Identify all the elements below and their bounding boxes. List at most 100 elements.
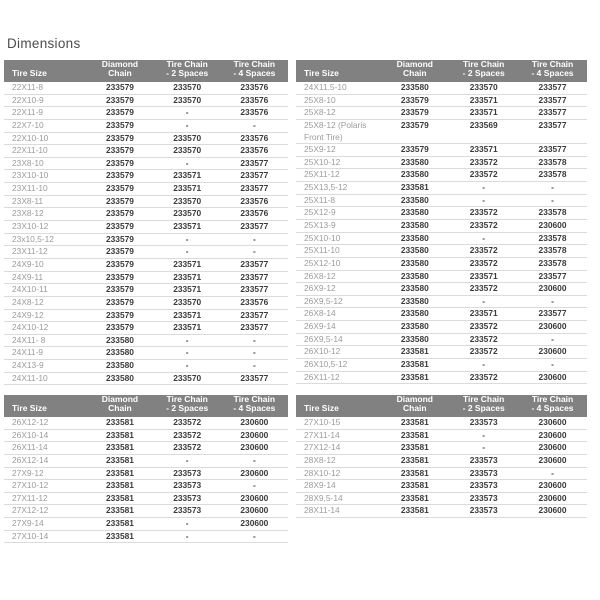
tire-size-cell: 22X7-10 <box>12 119 44 130</box>
part-number-cell: 233581 <box>105 492 134 503</box>
part-number-cell: - <box>185 518 189 529</box>
part-number-cell: 233572 <box>469 321 498 332</box>
part-number-cell: 233577 <box>240 183 269 194</box>
table-row: 25X12-9 233580 233572 233578 <box>296 207 587 220</box>
tire-size-cell: 25X12-9 <box>304 207 336 218</box>
table-row: 25X11-8 233580 - - <box>296 195 587 208</box>
part-number-cell: 233580 <box>400 156 429 167</box>
part-number-cell: 233579 <box>105 145 134 156</box>
part-number-cell: 233578 <box>538 207 567 218</box>
table-row: 24X9-12 233579 233571 233577 <box>4 310 288 323</box>
tire-size-cell: 25X13-9 <box>304 219 336 230</box>
table-row: 25X8-10 233579 233571 233577 <box>296 95 587 108</box>
part-number-cell: - <box>185 107 189 118</box>
part-number-cell: 233579 <box>105 271 134 282</box>
tire-size-cell: 28X10-12 <box>304 467 341 478</box>
part-number-cell: - <box>551 182 554 193</box>
part-number-cell: 233577 <box>240 372 269 383</box>
table-row: 25X9-12 233579 233571 233577 <box>296 144 587 157</box>
table-row: 23X10-12 233579 233571 233577 <box>4 221 288 234</box>
tire-size-cell: 25X10-12 <box>304 156 341 167</box>
tire-size-cell: 24X8-12 <box>12 296 44 307</box>
table-header-row: Tire Size Diamond Chain Tire Chain - 2 Spa… <box>4 58 288 82</box>
part-number-cell: - <box>551 359 554 369</box>
part-number-cell: 233580 <box>400 270 429 281</box>
tire-size-cell: 28X9-14 <box>304 480 336 491</box>
part-number-cell: 233580 <box>105 360 134 371</box>
part-number-cell: 233580 <box>400 295 429 306</box>
part-number-cell: 230600 <box>538 442 567 453</box>
table-row: 23X11-10 233579 233571 233577 <box>4 183 288 196</box>
part-number-cell: 233571 <box>173 322 202 333</box>
table-row: 25X8-12 (Polaris Front Tire) 233579 233569… <box>296 120 587 145</box>
tire-size-cell: 23X10-12 <box>12 221 49 232</box>
part-number-cell: 233576 <box>240 195 269 206</box>
part-number-cell: - <box>252 360 256 371</box>
part-number-cell: - <box>252 480 256 491</box>
table-row: 27X10-14 233581 - - <box>4 531 288 544</box>
part-number-cell: 233580 <box>400 245 429 256</box>
part-number-cell: 233570 <box>173 296 202 307</box>
part-number-cell: 233578 <box>538 245 567 256</box>
column-header: Tire Chain - 2 Spaces <box>166 58 209 79</box>
part-number-cell: 233577 <box>240 271 269 282</box>
part-number-cell: - <box>185 360 189 371</box>
part-number-cell: 233573 <box>469 492 498 503</box>
part-number-cell: 233570 <box>469 82 498 92</box>
part-number-cell: 233572 <box>469 219 498 230</box>
part-number-cell: 230600 <box>240 505 269 516</box>
part-number-cell: 233573 <box>173 492 202 503</box>
part-number-cell: 233573 <box>469 505 498 516</box>
column-header: Tire Chain - 4 Spaces <box>531 58 574 79</box>
table-row: 26X12-14 233581 - - <box>4 455 288 468</box>
part-number-cell: 233572 <box>469 371 498 382</box>
part-number-cell: 233579 <box>105 258 134 269</box>
part-number-cell: 230600 <box>240 467 269 478</box>
tire-size-cell: 24X9-10 <box>12 258 44 269</box>
part-number-cell: 233581 <box>105 530 134 541</box>
tire-size-cell: 27X10-15 <box>304 417 341 427</box>
part-number-cell: 233581 <box>400 371 429 382</box>
part-number-cell: 230600 <box>538 346 567 357</box>
table-row: 24X13-9 233580 - - <box>4 360 288 373</box>
part-number-cell: 233581 <box>105 442 134 453</box>
table-row: 24X11- 8 233580 - - <box>4 335 288 348</box>
part-number-cell: 233580 <box>400 207 429 218</box>
part-number-cell: 233571 <box>469 270 498 281</box>
tire-size-cell: 23X11-10 <box>12 183 48 194</box>
part-number-cell: 233579 <box>105 119 134 130</box>
tire-size-cell: 26X10-12 <box>304 346 341 357</box>
part-number-cell: 233580 <box>400 321 429 332</box>
table-row: 22X7-10 233579 - - <box>4 120 288 133</box>
parts-table-top-left: Tire Size Diamond Chain Tire Chain - 2 Spa… <box>4 58 288 386</box>
tire-size-cell: 25X10-10 <box>304 232 341 243</box>
part-number-cell: - <box>252 233 256 244</box>
part-number-cell: 233576 <box>240 132 269 143</box>
part-number-cell: - <box>252 119 256 130</box>
tire-size-cell: 23X11-12 <box>12 246 48 257</box>
table-row: 23X8-12 233579 233570 233576 <box>4 208 288 222</box>
tire-size-cell: 26X8-12 <box>304 270 336 281</box>
tire-size-cell: 22X10-9 <box>12 94 44 105</box>
table-row: 25X11-10 233580 233572 233578 <box>296 245 587 258</box>
tire-size-cell: 27X12-14 <box>304 442 341 453</box>
part-number-cell: 233570 <box>173 82 202 92</box>
tire-size-cell: 24X11-10 <box>12 372 48 383</box>
part-number-cell: 233573 <box>469 417 498 427</box>
tire-size-cell: 23X8-10 <box>12 157 44 168</box>
part-number-cell: 233581 <box>105 505 134 516</box>
table-row: 23x10,5-12 233579 - - <box>4 234 288 247</box>
table-row: 25X12-10 233580 233572 233578 <box>296 258 587 271</box>
table-row: 22X10-10 233579 233570 233576 <box>4 133 288 146</box>
part-number-cell: 233579 <box>105 107 134 118</box>
part-number-cell: 233579 <box>400 94 429 105</box>
part-number-cell: 230600 <box>240 442 269 453</box>
part-number-cell: 233578 <box>538 257 567 268</box>
part-number-cell: 233578 <box>538 232 567 243</box>
part-number-cell: - <box>252 454 256 465</box>
table-row: 24X9-10 233579 233571 233577 <box>4 259 288 272</box>
part-number-cell: - <box>482 429 486 440</box>
column-header: Tire Chain - 2 Spaces <box>462 58 505 79</box>
part-number-cell: 233572 <box>469 169 498 180</box>
part-number-cell: 233580 <box>400 308 429 319</box>
